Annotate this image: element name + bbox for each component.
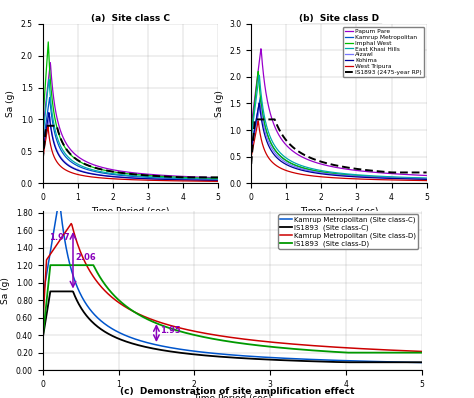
Legend: Papum Pare, Kamrup Metropolitan, Imphal West, East Khasi Hills, Aizawl, Kohima, : Papum Pare, Kamrup Metropolitan, Imphal … — [301, 23, 382, 74]
Y-axis label: Sa (g): Sa (g) — [1, 277, 10, 304]
X-axis label: Time Period (sec): Time Period (sec) — [91, 207, 170, 217]
Text: 2.06: 2.06 — [75, 253, 96, 262]
Y-axis label: Sa (g): Sa (g) — [215, 90, 224, 117]
Legend: Papum Pare, Kamrup Metropolitan, Imphal West, East Khasi Hills, Aizawl, Kohima, : Papum Pare, Kamrup Metropolitan, Imphal … — [343, 27, 424, 77]
Title: (b)  Site class D: (b) Site class D — [299, 14, 379, 23]
X-axis label: Time Period (sec): Time Period (sec) — [193, 394, 272, 398]
Text: 1.97: 1.97 — [49, 233, 69, 242]
Text: (c)  Demonstration of site amplification effect: (c) Demonstration of site amplification … — [120, 387, 354, 396]
Y-axis label: Sa (g): Sa (g) — [6, 90, 15, 117]
Legend: Kamrup Metropolitan (Site class-C), IS1893  (Site class-C), Kamrup Metropolitan : Kamrup Metropolitan (Site class-C), IS18… — [278, 215, 419, 249]
X-axis label: Time Period (sec): Time Period (sec) — [300, 207, 378, 217]
Text: 1.95: 1.95 — [160, 326, 181, 335]
Title: (a)  Site class C: (a) Site class C — [91, 14, 170, 23]
